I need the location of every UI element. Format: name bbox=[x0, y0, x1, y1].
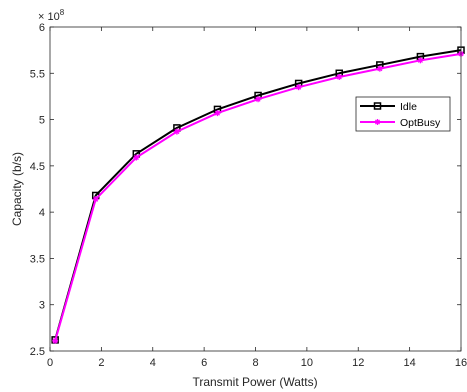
y-tick-label: 2.5 bbox=[30, 346, 45, 358]
x-tick-label: 16 bbox=[455, 357, 467, 369]
data-point-optbusy bbox=[255, 96, 262, 103]
plot-area bbox=[50, 27, 461, 351]
y-tick-label: 4.5 bbox=[30, 161, 45, 173]
y-tick-label: 4 bbox=[39, 207, 45, 219]
x-axis-label: Transmit Power (Watts) bbox=[192, 375, 317, 389]
y-tick-label: 3 bbox=[39, 300, 45, 312]
legend-box bbox=[355, 96, 451, 132]
legend-label-optbusy: OptBusy bbox=[400, 117, 441, 129]
y-tick-label: 3.5 bbox=[30, 253, 45, 265]
data-point-optbusy bbox=[92, 196, 99, 203]
legend-label-idle: Idle bbox=[400, 101, 417, 113]
data-point-optbusy bbox=[336, 73, 343, 80]
series-layer bbox=[51, 46, 465, 344]
data-point-optbusy bbox=[417, 57, 424, 64]
data-point-optbusy bbox=[376, 65, 383, 72]
data-point-optbusy bbox=[133, 154, 140, 161]
axes-layer: 0 2 4 6 8 10 12 14 16 2.5 3 3.5 4 4.5 5 5.5 6 bbox=[30, 22, 467, 369]
y-axis-exponent-label: × 108 bbox=[38, 8, 65, 23]
legend-marker-optbusy bbox=[374, 119, 381, 125]
y-exponent-power: 8 bbox=[60, 8, 65, 17]
x-tick-label: 2 bbox=[98, 357, 104, 369]
legend-marker-idle bbox=[373, 102, 382, 110]
x-tick-label: 14 bbox=[404, 357, 416, 369]
y-tick-label: 5 bbox=[39, 115, 45, 127]
y-tick-label: 6 bbox=[39, 22, 45, 34]
data-point-optbusy bbox=[214, 110, 221, 117]
series-line-idle bbox=[54, 49, 462, 341]
x-tick-label: 6 bbox=[201, 357, 207, 369]
x-tick-label: 8 bbox=[252, 357, 258, 369]
y-tick-label: 5.5 bbox=[30, 68, 45, 80]
x-tick-label: 10 bbox=[301, 357, 313, 369]
x-tick-label: 0 bbox=[47, 357, 53, 369]
x-tick-label: 12 bbox=[352, 357, 364, 369]
y-axis-label: Capacity (b/s) bbox=[10, 152, 24, 226]
y-exponent-base: × 10 bbox=[38, 11, 60, 23]
x-tick-label: 4 bbox=[150, 357, 156, 369]
legend: Idle OptBusy bbox=[355, 96, 451, 132]
data-point-optbusy bbox=[52, 337, 59, 344]
data-point-optbusy bbox=[173, 128, 180, 135]
data-point-optbusy bbox=[295, 84, 302, 91]
